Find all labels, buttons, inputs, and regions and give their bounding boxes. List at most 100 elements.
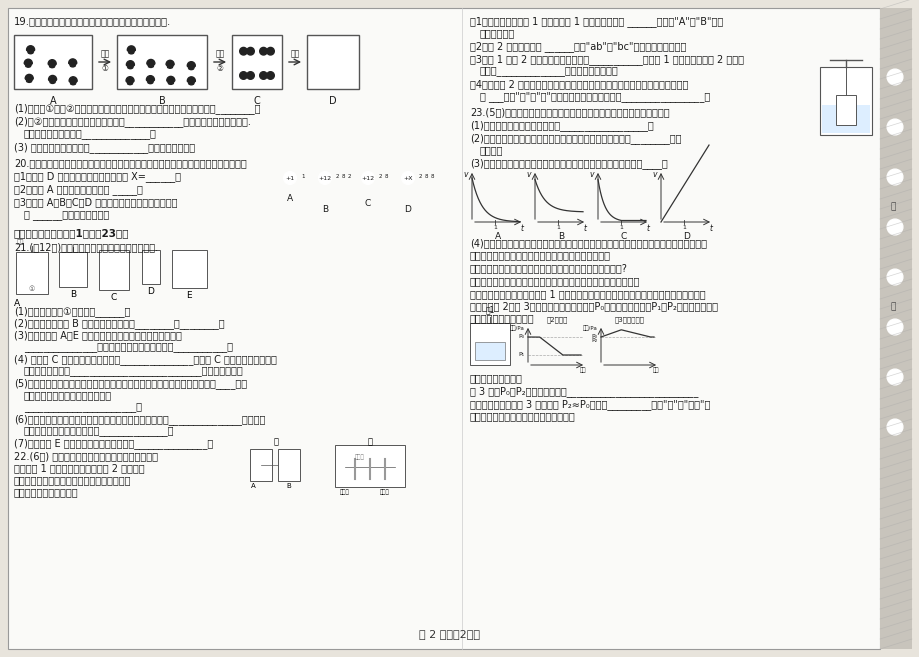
Circle shape — [337, 43, 343, 49]
Circle shape — [154, 64, 159, 70]
Text: (2)实验室选用装置 B 制取氧气所用药品为________和________。: (2)实验室选用装置 B 制取氧气所用药品为________和________。 — [14, 318, 224, 329]
Text: D: D — [683, 232, 689, 241]
Bar — [142, 250, 160, 284]
Text: 棉花: 棉花 — [17, 239, 25, 245]
Circle shape — [886, 369, 902, 385]
Bar — [278, 449, 300, 481]
Text: 变 ___（填"快"或"慢"），请从微观角度进行解释_________________。: 变 ___（填"快"或"慢"），请从微观角度进行解释______________… — [480, 91, 709, 102]
Text: 乙: 乙 — [367, 437, 372, 446]
Text: (2)实验完毕，测定氧气含量偏小，造成这种结果的可能原因________（答: (2)实验完毕，测定氧气含量偏小，造成这种结果的可能原因________（答 — [470, 133, 681, 144]
Text: 19.如图分别是水蒸气液化、水通电分解微观变化示意图.: 19.如图分别是水蒸气液化、水通电分解微观变化示意图. — [14, 16, 171, 26]
Circle shape — [69, 59, 76, 67]
Circle shape — [337, 76, 343, 81]
Text: P₀: P₀ — [518, 334, 525, 340]
Circle shape — [361, 171, 374, 185]
Text: 1: 1 — [493, 225, 497, 230]
Bar — [232, 35, 282, 89]
Circle shape — [121, 81, 127, 87]
Text: （4）若将图 2 中装有浓氨水的细弯管处浸入冰水中，可观察到纱布条变红的速率: （4）若将图 2 中装有浓氨水的细弯管处浸入冰水中，可观察到纱布条变红的速率 — [470, 79, 687, 89]
Circle shape — [33, 79, 38, 84]
Circle shape — [337, 59, 343, 65]
Text: ②: ② — [216, 64, 223, 73]
Circle shape — [318, 171, 331, 185]
Text: t: t — [584, 224, 586, 233]
Bar — [250, 449, 272, 481]
Circle shape — [195, 66, 199, 72]
Circle shape — [174, 65, 178, 70]
Text: D: D — [404, 205, 411, 214]
Text: E: E — [186, 291, 191, 300]
Text: 是 ______。（填字母序号）: 是 ______。（填字母序号） — [24, 210, 109, 220]
Text: 没有发生改变的粒子是______________。: 没有发生改变的粒子是______________。 — [24, 129, 157, 139]
Text: 【结论与反思】由图 3 压强关系 P₂≈P₀可知，_________（填"能"或"不能"）: 【结论与反思】由图 3 压强关系 P₂≈P₀可知，_________（填"能"或… — [470, 399, 709, 410]
Circle shape — [183, 82, 187, 87]
Circle shape — [135, 51, 140, 56]
Text: 集数据如图 2、图 3（注：装置气密性良好，P₀是瓶内初始气压，P₁和P₂是反应结束恢复: 集数据如图 2、图 3（注：装置气密性良好，P₀是瓶内初始气压，P₁和P₂是反应… — [470, 301, 717, 311]
Circle shape — [76, 81, 82, 87]
Bar — [59, 252, 87, 287]
Circle shape — [123, 51, 128, 56]
Text: 8: 8 — [384, 175, 387, 179]
Circle shape — [21, 79, 26, 84]
Text: （2）图 2 实验中可观察 ______（填"ab"或"bc"）段纱布条先变色。: （2）图 2 实验中可观察 ______（填"ab"或"bc"）段纱布条先变色。 — [470, 41, 686, 52]
Text: A: A — [50, 96, 56, 106]
Text: D: D — [147, 287, 154, 296]
Text: 时间: 时间 — [579, 367, 585, 373]
Circle shape — [32, 64, 37, 69]
Text: 优点是______________，（答出一点即可）: 优点是______________，（答出一点即可） — [480, 66, 618, 76]
Text: P₂: P₂ — [591, 338, 597, 343]
Text: 纯净，原因可能是___________________________（只写一种）。: 纯净，原因可能是___________________________（只写一种… — [24, 366, 244, 376]
Circle shape — [267, 72, 274, 79]
Circle shape — [27, 46, 35, 54]
Text: B: B — [287, 483, 291, 489]
Text: P₀: P₀ — [591, 334, 597, 340]
Circle shape — [146, 76, 154, 83]
Circle shape — [22, 51, 27, 56]
Text: 压强/Pa: 压强/Pa — [583, 325, 597, 330]
Circle shape — [314, 59, 320, 65]
Text: C: C — [254, 96, 260, 106]
Text: 图3：木炭燃烧: 图3：木炭燃烧 — [614, 317, 644, 323]
Circle shape — [166, 60, 174, 68]
Text: 21.(共12分)请结合图示实验装置，回答下列问题.: 21.(共12分)请结合图示实验装置，回答下列问题. — [14, 242, 158, 252]
Text: C: C — [620, 232, 627, 241]
Text: 第 2 页（共2页）: 第 2 页（共2页） — [419, 629, 480, 639]
Text: 2: 2 — [335, 175, 338, 179]
Bar — [819, 67, 871, 135]
Text: (1)写出图中仪器①的名称：______。: (1)写出图中仪器①的名称：______。 — [14, 306, 130, 317]
Text: 【查阅资料】相同条件下，气体的压强与气体所占的体积成正比。: 【查阅资料】相同条件下，气体的压强与气体所占的体积成正比。 — [470, 276, 640, 286]
Text: +12: +12 — [361, 175, 374, 181]
Text: 1: 1 — [682, 225, 686, 230]
Circle shape — [56, 64, 61, 70]
Circle shape — [43, 64, 49, 70]
Text: P₁: P₁ — [518, 353, 525, 357]
Text: 的气体，密度比空气小。: 的气体，密度比空气小。 — [14, 487, 78, 497]
Circle shape — [314, 43, 320, 49]
Text: 它物质代替红磷呢？请你帮助他们完成以下探究实验；: 它物质代替红磷呢？请你帮助他们完成以下探究实验； — [470, 250, 610, 260]
Circle shape — [126, 60, 134, 69]
Circle shape — [343, 43, 349, 49]
Circle shape — [886, 169, 902, 185]
Circle shape — [183, 66, 187, 72]
Text: 20.建立宏观微观和符号之间的相互联系是化学学科的特点，请根据如图回答下列问题；: 20.建立宏观微观和符号之间的相互联系是化学学科的特点，请根据如图回答下列问题； — [14, 158, 246, 168]
Text: 【提出问题】能不能用木炭代替红磷测定空气中氧气的含量?: 【提出问题】能不能用木炭代替红磷测定空气中氧气的含量? — [470, 263, 627, 273]
Bar — [821, 105, 869, 133]
Bar — [470, 323, 509, 365]
Circle shape — [153, 81, 159, 85]
Text: (5)实验室用氯酸钾和二氧化锰混合制取并收集较纯净的氧气应选择的装置是____（填: (5)实验室用氯酸钾和二氧化锰混合制取并收集较纯净的氧气应选择的装置是____（… — [14, 378, 247, 389]
Text: （2）图中 A 所表示微粒的符号是 _____。: （2）图中 A 所表示微粒的符号是 _____。 — [14, 184, 142, 195]
Text: B: B — [322, 205, 328, 214]
Circle shape — [886, 69, 902, 85]
Text: +1: +1 — [285, 175, 294, 181]
Bar — [172, 250, 207, 288]
Text: (3)实验过程中，下图能正确表示集气瓶内气体体积变化情况的是____。: (3)实验过程中，下图能正确表示集气瓶内气体体积变化情况的是____。 — [470, 158, 667, 169]
Text: (2)图②的变化中一定发生改变的粒子是____________，（填粒子名称，下同）.: (2)图②的变化中一定发生改变的粒子是____________，（填粒子名称，下… — [14, 116, 251, 127]
Text: 浓氨水: 浓氨水 — [340, 489, 349, 495]
Text: B: B — [70, 290, 76, 299]
Text: ①: ① — [101, 64, 108, 73]
Text: 2: 2 — [378, 175, 381, 179]
Bar — [307, 35, 358, 89]
Circle shape — [133, 81, 139, 87]
Circle shape — [314, 76, 320, 81]
Text: v: v — [526, 170, 530, 179]
